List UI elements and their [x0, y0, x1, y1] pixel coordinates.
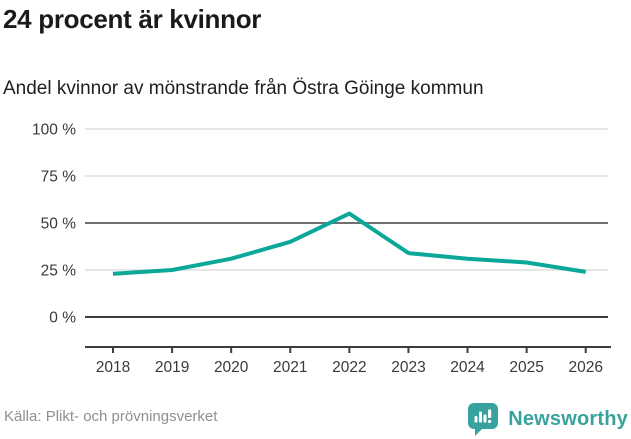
newsworthy-wordmark: Newsworthy	[508, 408, 628, 430]
x-tick-label: 2026	[568, 359, 602, 376]
y-tick-label: 50 %	[41, 216, 77, 233]
x-tick-label: 2024	[450, 359, 485, 376]
y-tick-label: 25 %	[41, 263, 77, 280]
x-tick-label: 2023	[391, 359, 425, 376]
x-tick-label: 2018	[96, 359, 130, 376]
x-tick-label: 2021	[273, 359, 307, 376]
chart-subtitle: Andel kvinnor av mönstrande från Östra G…	[3, 78, 484, 99]
data-line-andel-kvinnor	[112, 211, 587, 276]
y-tick-label: 75 %	[41, 169, 77, 186]
y-tick-label: 100 %	[32, 122, 76, 139]
x-tick-label: 2020	[214, 359, 249, 376]
source-note: Källa: Plikt- och prövningsverket	[4, 408, 218, 425]
y-tick-label: 0 %	[49, 310, 76, 327]
x-tick-label: 2019	[155, 359, 189, 376]
x-tick-label: 2022	[332, 359, 366, 376]
chart-title: 24 procent är kvinnor	[3, 4, 262, 34]
newsworthy-bubble-chart-icon	[468, 403, 499, 436]
newsworthy-logo: Newsworthy	[467, 402, 628, 437]
x-tick-label: 2025	[509, 359, 543, 376]
